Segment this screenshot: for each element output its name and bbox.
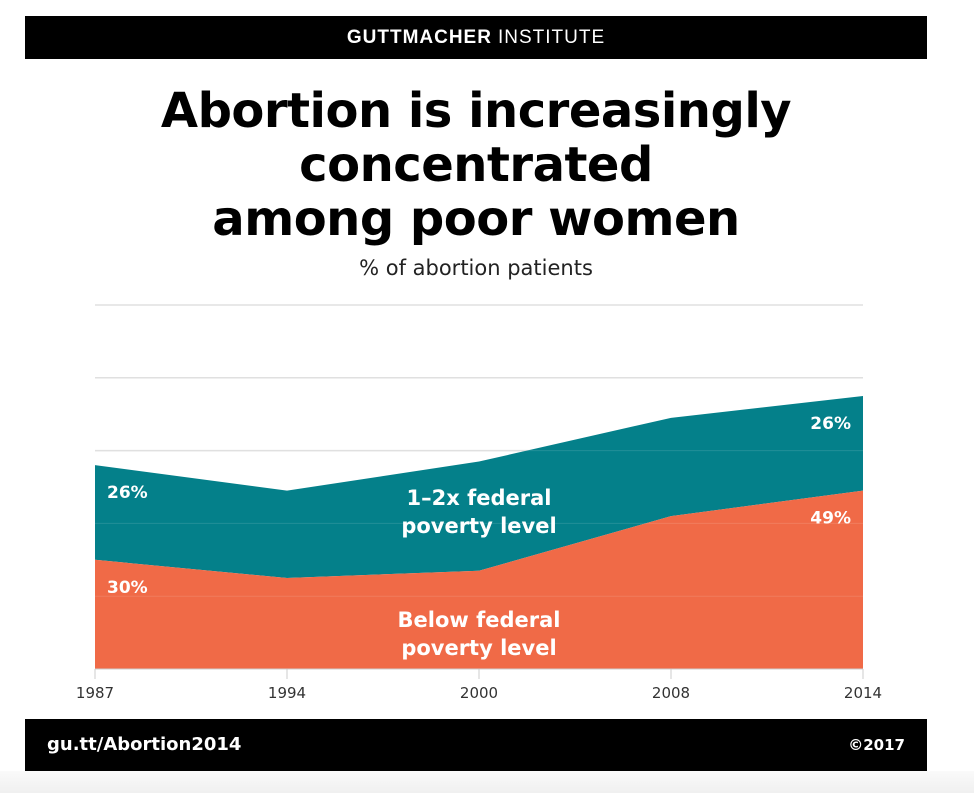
series-label: 1–2x federal: [407, 486, 552, 510]
page-bottom-background: [0, 771, 974, 793]
area-one-to-two-poverty: [95, 396, 863, 578]
area-chart: 1987 1994 2000 2008 2014 30% 26% 49% 26% Below fe…: [76, 304, 882, 702]
data-label: 49%: [810, 509, 851, 529]
header-bar: GUTTMACHER INSTITUTE: [25, 16, 927, 59]
chart-title-line: concentrated: [299, 137, 653, 193]
chart-subtitle: % of abortion patients: [359, 256, 593, 280]
chart-title: Abortion is increasingly concentrated am…: [0, 84, 952, 246]
x-tick-label: 2008: [652, 684, 690, 702]
data-label: 30%: [107, 578, 148, 598]
data-label: 26%: [107, 483, 148, 503]
x-tick-label: 2000: [460, 684, 498, 702]
series-label: poverty level: [401, 514, 556, 538]
footer-bar: gu.tt/Abortion2014 ©2017: [25, 719, 927, 771]
series-label: Below federal: [398, 608, 561, 632]
x-tick-label: 1987: [76, 684, 114, 702]
copyright: ©2017: [848, 736, 905, 754]
x-tick-label: 1994: [268, 684, 306, 702]
chart-title-line: Abortion is increasingly: [160, 83, 792, 139]
brand-name-bold: GUTTMACHER: [346, 26, 492, 48]
series-label: poverty level: [401, 636, 556, 660]
area-below-poverty: [95, 490, 863, 669]
chart-title-line: among poor women: [212, 191, 740, 247]
data-label: 26%: [810, 414, 851, 434]
x-tick-label: 2014: [844, 684, 882, 702]
brand-name-light: INSTITUTE: [497, 26, 606, 48]
source-link[interactable]: gu.tt/Abortion2014: [47, 734, 242, 755]
